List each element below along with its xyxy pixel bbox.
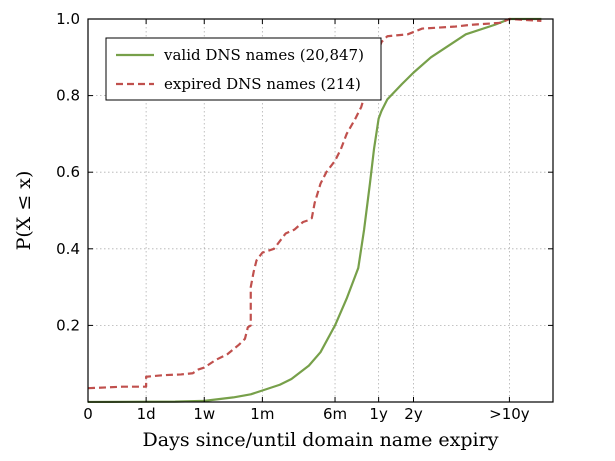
x-tick-label: 1m bbox=[250, 405, 274, 423]
x-tick-label: 1d bbox=[137, 405, 156, 423]
legend: valid DNS names (20,847) expired DNS nam… bbox=[105, 37, 382, 101]
legend-box bbox=[105, 37, 382, 101]
x-tick-label: 1w bbox=[193, 405, 215, 423]
x-tick-label: 6m bbox=[323, 405, 347, 423]
y-tick-label: 0.2 bbox=[56, 316, 80, 334]
plot-frame bbox=[87, 18, 554, 403]
y-tick-label: 0.6 bbox=[56, 163, 80, 181]
series-line-valid bbox=[88, 17, 542, 403]
series-line-expired bbox=[88, 17, 542, 390]
x-tick-label: 0 bbox=[83, 405, 93, 423]
x-tick-label: 1y bbox=[369, 405, 388, 423]
tick-marks bbox=[87, 18, 553, 402]
y-tick-label: 0.8 bbox=[56, 87, 80, 105]
x-axis-title: Days since/until domain name expiry bbox=[143, 429, 499, 451]
y-tick-label: 0.4 bbox=[56, 240, 80, 258]
y-axis-title: P(X ≤ x) bbox=[13, 171, 35, 251]
series-layer bbox=[88, 17, 542, 403]
tick-labels: 0 1d 1w 1m 6m 1y 2y >10y 0.2 0.4 0.6 0.8 1.0 bbox=[56, 10, 530, 423]
y-tick-label: 1.0 bbox=[56, 10, 80, 28]
x-tick-label: >10y bbox=[489, 405, 530, 423]
x-tick-label: 2y bbox=[404, 405, 423, 423]
legend-label-valid: valid DNS names (20,847) bbox=[163, 46, 364, 64]
legend-label-expired: expired DNS names (214) bbox=[164, 75, 361, 93]
